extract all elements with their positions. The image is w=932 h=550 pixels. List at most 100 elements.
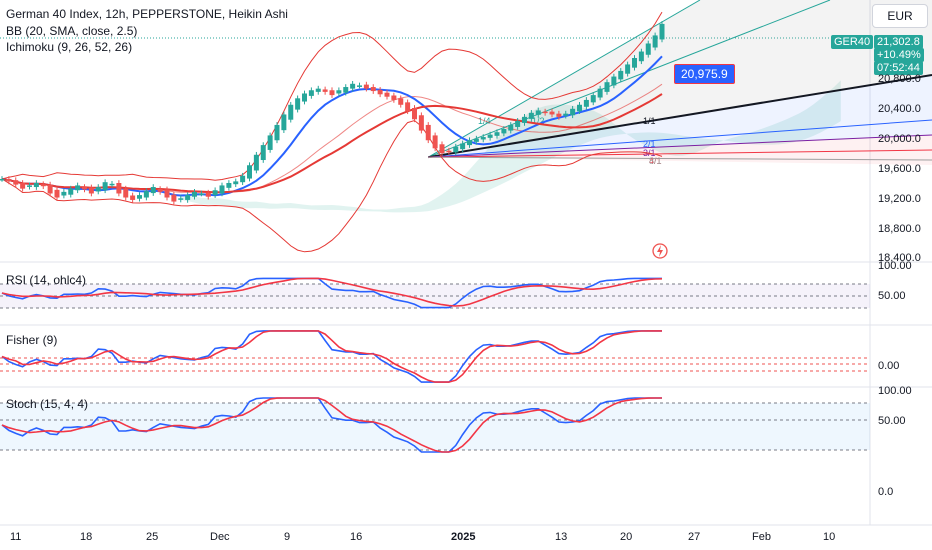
- candle: [253, 154, 259, 171]
- candle: [659, 23, 665, 40]
- candle: [315, 88, 321, 92]
- candle: [0, 178, 5, 181]
- candle: [137, 195, 142, 199]
- candle: [611, 76, 617, 86]
- fib-fan-line: [428, 149, 932, 158]
- candle: [590, 95, 596, 103]
- fib-fan-label: 8/1: [649, 156, 662, 166]
- candle: [157, 189, 163, 192]
- rsi-line: [1, 277, 662, 309]
- fib-fan-label: 4/1: [649, 156, 662, 166]
- candle: [618, 70, 624, 80]
- candle: [260, 145, 266, 161]
- candle: [528, 112, 534, 119]
- candle: [487, 134, 493, 138]
- ichimoku-legend[interactable]: Ichimoku (9, 26, 52, 26): [6, 40, 133, 54]
- candle: [274, 124, 280, 141]
- candle: [453, 146, 459, 153]
- candle: [336, 90, 342, 94]
- y-tick: 20,000.0: [878, 133, 921, 145]
- candle: [226, 183, 232, 188]
- fib-fan-label: 1/1: [643, 116, 656, 126]
- candle: [13, 180, 19, 185]
- symbol-tag: GER40: [831, 35, 874, 49]
- y-tick: 20,800.0: [878, 73, 921, 85]
- fib-fan-line: [428, 0, 831, 158]
- candle: [501, 128, 507, 134]
- candle: [281, 114, 287, 131]
- x-tick: 27: [688, 531, 701, 543]
- countdown-tag: 07:52:44: [874, 61, 923, 75]
- candle: [247, 165, 252, 179]
- candle: [88, 187, 94, 194]
- candle: [473, 138, 479, 142]
- candle: [645, 43, 651, 55]
- last-price-tag: 21,302.8: [874, 35, 923, 49]
- candle: [33, 183, 39, 188]
- candle: [47, 184, 53, 194]
- stoch-legend[interactable]: Stoch (15, 4, 4): [6, 397, 89, 411]
- candle: [123, 188, 129, 198]
- candle: [61, 191, 67, 196]
- candle: [508, 124, 514, 131]
- candle: [219, 185, 225, 194]
- candle: [377, 89, 383, 95]
- candle: [577, 104, 582, 112]
- y-tick: 18,800.0: [878, 223, 921, 235]
- x-tick: 2025: [451, 531, 476, 543]
- bb-legend[interactable]: BB (20, SMA, close, 2.5): [6, 24, 138, 38]
- candle: [295, 98, 301, 110]
- candle: [625, 64, 631, 74]
- y-tick: 19,600.0: [878, 163, 921, 175]
- candle: [570, 108, 576, 116]
- candle: [164, 189, 170, 198]
- x-tick: Dec: [210, 531, 230, 543]
- candle: [192, 191, 197, 197]
- candle: [363, 84, 369, 89]
- candle: [542, 111, 548, 114]
- currency-button[interactable]: EUR: [872, 4, 928, 28]
- candle: [20, 183, 26, 189]
- x-tick: 18: [80, 531, 93, 543]
- candle: [143, 191, 149, 198]
- candle: [150, 187, 156, 194]
- candle: [198, 193, 204, 195]
- stoch-tick: 0.0: [878, 486, 894, 498]
- fib-fan-line: [428, 156, 932, 161]
- candle: [6, 178, 12, 182]
- fib-fan-line: [428, 119, 932, 158]
- stoch-tick: 50.00: [878, 415, 906, 427]
- candle: [178, 198, 184, 200]
- candle: [102, 182, 108, 191]
- candle: [515, 120, 521, 127]
- x-tick: 16: [350, 531, 363, 543]
- x-tick: Feb: [752, 531, 771, 543]
- candle: [391, 95, 397, 100]
- rsi-tick: 50.00: [878, 290, 906, 302]
- candle: [432, 135, 438, 149]
- candle: [68, 188, 74, 195]
- x-tick: 13: [555, 531, 568, 543]
- candle: [563, 113, 569, 116]
- fib-fan-label: 1/2: [532, 116, 545, 126]
- candle: [40, 184, 46, 187]
- fisher-legend[interactable]: Fisher (9): [6, 333, 58, 347]
- candle: [480, 137, 486, 140]
- candle: [350, 83, 356, 89]
- candle: [425, 124, 431, 141]
- bb-lower: [1, 119, 663, 253]
- candle: [288, 104, 294, 120]
- candle: [357, 85, 362, 87]
- rsi-legend[interactable]: RSI (14, ohlc4): [6, 273, 87, 287]
- candle: [446, 150, 452, 153]
- candle: [405, 102, 411, 112]
- price-callout[interactable]: 20,975.9: [674, 64, 735, 84]
- alert-icon: [657, 245, 663, 257]
- candle: [604, 82, 610, 92]
- candle: [535, 110, 541, 115]
- x-tick: 11: [10, 531, 22, 543]
- ichimoku-cloud: [180, 80, 841, 213]
- candle: [267, 135, 273, 150]
- y-tick: 18,400.0: [878, 252, 921, 264]
